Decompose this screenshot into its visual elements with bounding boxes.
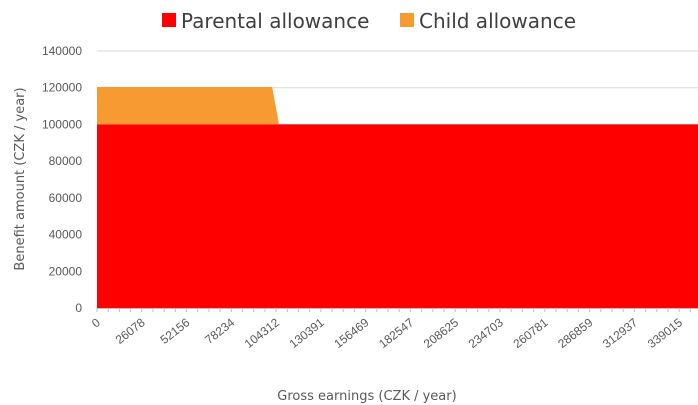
x-tick-label: 0: [89, 315, 103, 330]
y-tick-label: 140000: [42, 44, 82, 58]
x-tick-label: 26078: [113, 315, 148, 347]
x-tick-label: 208625: [421, 315, 461, 351]
x-tick-label: 182547: [376, 315, 416, 351]
legend-label-child-allowance: Child allowance: [419, 9, 576, 33]
legend-label-parental-allowance: Parental allowance: [181, 9, 369, 33]
x-tick-label: 104312: [242, 315, 282, 351]
x-tick-label: 312937: [600, 315, 640, 351]
y-tick-label: 40000: [49, 228, 83, 242]
y-axis-title: Benefit amount (CZK / year): [13, 87, 28, 270]
x-tick-label: 234703: [466, 315, 506, 351]
x-tick-label: 339015: [645, 315, 685, 351]
legend-swatch-parental-allowance: [162, 13, 176, 27]
area-parental-allowance: [97, 124, 698, 308]
legend: Parental allowance Child allowance: [162, 9, 576, 33]
x-axis: 0 26078 52156 78234 104312 130391 156469 182547…: [89, 308, 698, 351]
y-tick-label: 100000: [42, 117, 82, 131]
x-tick-label: 130391: [287, 315, 327, 351]
y-tick-label: 80000: [49, 154, 83, 168]
y-tick-label: 0: [75, 301, 82, 315]
y-tick-label: 20000: [49, 264, 83, 278]
x-tick-label: 260781: [510, 315, 550, 351]
legend-swatch-child-allowance: [400, 13, 414, 27]
x-tick-label: 156469: [331, 315, 371, 351]
plot-areas: [97, 86, 698, 308]
y-tick-label: 120000: [42, 81, 82, 95]
x-tick-label: 78234: [202, 315, 237, 347]
x-axis-title: Gross earnings (CZK / year): [277, 389, 456, 404]
area-child-allowance: [97, 86, 698, 125]
y-axis: 0 20000 40000 60000 80000 100000 120000 140000: [42, 44, 82, 315]
x-tick-label: 52156: [157, 315, 192, 347]
y-tick-label: 60000: [49, 191, 83, 205]
x-tick-label: 286859: [555, 315, 595, 351]
